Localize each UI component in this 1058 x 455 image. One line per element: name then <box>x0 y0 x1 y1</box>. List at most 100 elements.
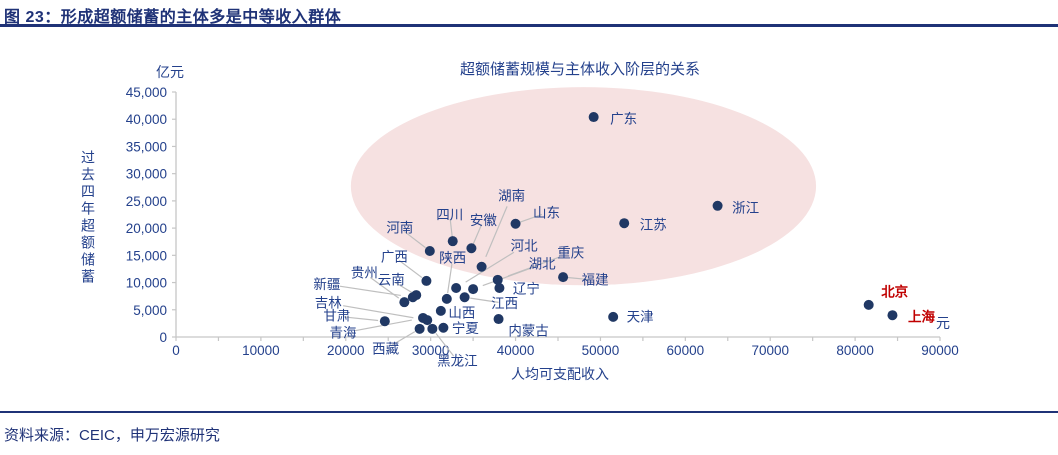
x-axis-unit-label: 元 <box>936 315 950 331</box>
point-label-福建: 福建 <box>582 273 609 288</box>
scatter-point-贵州 <box>399 297 410 308</box>
point-label-辽宁: 辽宁 <box>513 281 540 297</box>
point-label-山西: 山西 <box>448 305 475 320</box>
leader-line-广西 <box>398 260 423 279</box>
point-label-山东: 山东 <box>533 205 560 220</box>
leader-line-甘肃 <box>343 316 379 322</box>
x-tick-label: 20000 <box>327 343 365 358</box>
x-tick-label: 40000 <box>497 343 535 358</box>
scatter-point-内蒙古 <box>493 314 504 325</box>
scatter-point-湖北 <box>468 284 479 295</box>
point-label-陕西: 陕西 <box>439 250 466 265</box>
leader-line-安徽 <box>472 224 483 245</box>
scatter-point-吉林 <box>422 315 433 326</box>
point-label-湖北: 湖北 <box>529 257 557 272</box>
source-note: 资料来源：CEIC，申万宏源研究 <box>4 427 220 444</box>
scatter-point-四川 <box>447 236 458 247</box>
leader-line-江西 <box>470 297 499 303</box>
leader-line-西藏 <box>390 331 416 347</box>
x-tick-label: 60000 <box>667 343 705 358</box>
point-label-湖南: 湖南 <box>498 188 525 203</box>
y-tick-label: 45,000 <box>126 85 167 100</box>
leader-line-福建 <box>567 276 591 281</box>
point-label-四川: 四川 <box>436 208 463 223</box>
point-label-天津: 天津 <box>627 309 654 324</box>
scatter-point-江苏 <box>619 218 630 229</box>
scatter-point-河南 <box>424 245 435 256</box>
header-divider <box>0 24 1058 27</box>
leader-line-陕西 <box>447 263 453 294</box>
point-label-西藏: 西藏 <box>372 341 399 356</box>
scatter-point-上海 <box>887 310 898 321</box>
y-tick-label: 25,000 <box>126 194 167 209</box>
scatter-point-福建 <box>558 272 569 283</box>
x-tick-label: 90000 <box>921 343 959 358</box>
scatter-point-安徽 <box>466 243 477 254</box>
leader-line-吉林 <box>343 305 414 319</box>
point-label-河南: 河南 <box>386 220 413 235</box>
point-label-重庆: 重庆 <box>557 245 584 260</box>
leader-line-山东 <box>519 213 543 223</box>
scatter-point-重庆 <box>492 274 503 285</box>
scatter-point-广西 <box>421 275 432 286</box>
x-axis-title: 人均可支配收入 <box>511 366 609 382</box>
point-label-吉林: 吉林 <box>315 296 342 311</box>
x-tick-label: 0 <box>172 343 180 358</box>
leader-line-河南 <box>403 230 426 249</box>
scatter-point-河北 <box>451 283 462 293</box>
y-tick-label: 10,000 <box>126 276 167 291</box>
y-tick-label: 40,000 <box>126 112 167 127</box>
leader-line-湖南 <box>485 206 508 258</box>
point-label-江西: 江西 <box>491 296 518 311</box>
scatter-point-宁夏 <box>438 322 449 333</box>
leader-line-贵州 <box>369 277 400 299</box>
point-label-广西: 广西 <box>381 249 408 264</box>
figure-title: 图 23：形成超额储蓄的主体多是中等收入群体 <box>4 9 342 26</box>
leader-line-新疆 <box>339 285 401 297</box>
scatter-point-广东 <box>588 112 599 123</box>
x-tick-label: 80000 <box>836 343 874 358</box>
point-label-北京: 北京 <box>881 283 908 299</box>
point-label-广东: 广东 <box>610 112 637 127</box>
scatter-point-辽宁 <box>494 283 505 293</box>
point-label-内蒙古: 内蒙古 <box>508 324 549 339</box>
scatter-point-江西 <box>459 292 470 303</box>
scatter-point-甘肃 <box>379 316 390 327</box>
point-label-甘肃: 甘肃 <box>323 309 350 324</box>
point-label-浙江: 浙江 <box>732 200 759 215</box>
y-axis-unit-label: 亿元 <box>156 64 184 80</box>
point-label-安徽: 安徽 <box>470 213 497 228</box>
x-tick-label: 50000 <box>582 343 620 358</box>
x-tick-label: 30000 <box>412 343 450 358</box>
scatter-point-山西 <box>435 305 446 316</box>
scatter-point-北京 <box>863 299 874 310</box>
scatter-point-山东 <box>510 218 521 229</box>
y-tick-label: 20,000 <box>126 221 167 236</box>
point-label-黑龙江: 黑龙江 <box>437 353 478 368</box>
point-label-新疆: 新疆 <box>313 277 340 292</box>
x-tick-label: 70000 <box>751 343 789 358</box>
chart-title: 超额储蓄规模与主体收入阶层的关系 <box>459 61 700 78</box>
y-tick-label: 15,000 <box>126 248 167 263</box>
leader-line-四川 <box>449 219 453 238</box>
point-label-云南: 云南 <box>378 273 405 288</box>
point-label-青海: 青海 <box>330 325 357 340</box>
leader-line-重庆 <box>507 256 560 277</box>
scatter-point-云南 <box>411 290 422 301</box>
scatter-point-湖南 <box>476 261 487 272</box>
scatter-point-天津 <box>608 311 619 322</box>
highlight-ellipse <box>350 87 817 286</box>
point-label-贵州: 贵州 <box>351 266 378 281</box>
scatter-point-西藏 <box>414 323 425 334</box>
y-tick-label: 5,000 <box>133 303 167 318</box>
x-tick-label: 10000 <box>242 343 280 358</box>
leader-line-河北 <box>465 251 515 283</box>
point-label-江苏: 江苏 <box>640 218 667 233</box>
point-label-河北: 河北 <box>511 239 538 254</box>
scatter-point-陕西 <box>441 293 452 304</box>
scatter-point-黑龙江 <box>427 323 438 334</box>
point-label-上海: 上海 <box>908 309 935 325</box>
leader-line-黑龙江 <box>435 332 455 357</box>
y-tick-label: 35,000 <box>126 139 167 154</box>
